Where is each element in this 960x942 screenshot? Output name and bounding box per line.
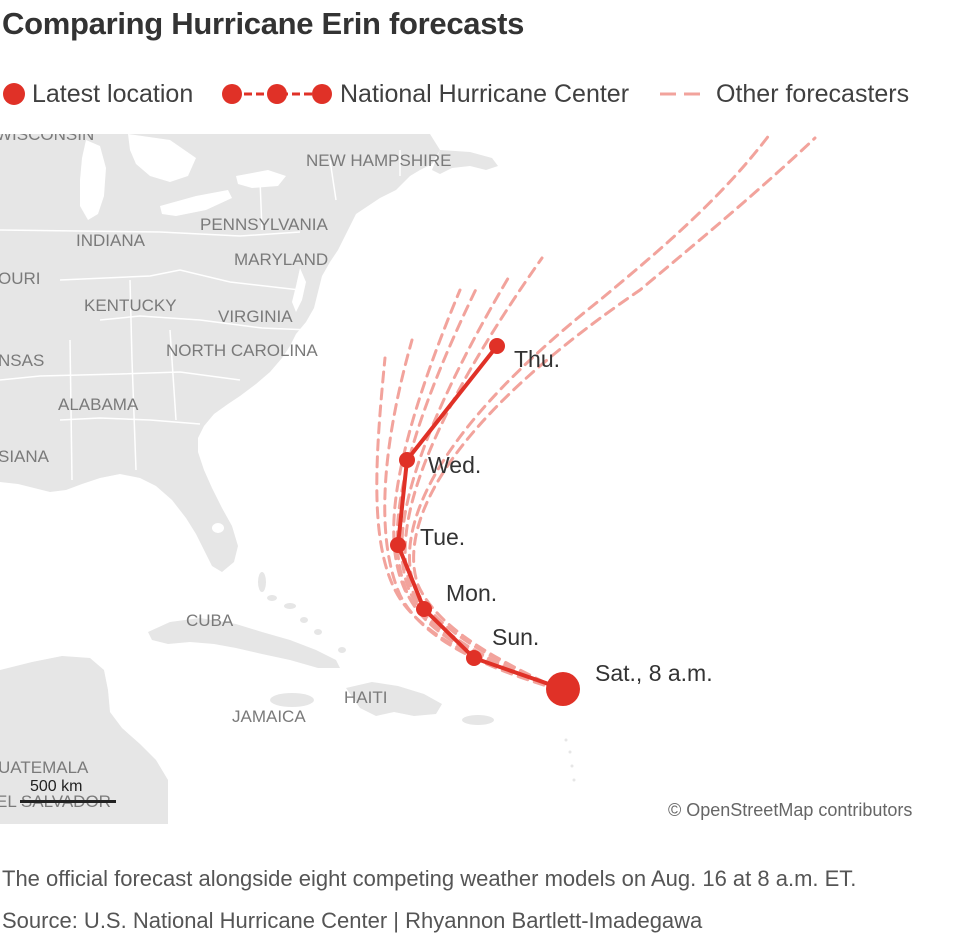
label-kentucky: KENTUCKY	[84, 296, 177, 315]
nhc-point-tue	[390, 537, 406, 553]
scale-bar: 500 km	[18, 774, 118, 804]
nhc-point-mon	[416, 601, 432, 617]
scale-line	[20, 800, 116, 803]
nhc-point-sun	[466, 650, 482, 666]
label-louisiana: SIANA	[0, 447, 50, 466]
scale-label: 500 km	[30, 778, 83, 795]
map[interactable]: WISCONSIN NEW HAMPSHIRE PENNSYLVANIA IND…	[0, 134, 960, 824]
label-arkansas: NSAS	[0, 351, 44, 370]
track-labels: Sat., 8 a.m. Sun. Mon. Tue. Wed. Thu.	[420, 346, 713, 686]
us-landmass	[0, 134, 440, 572]
label-sun: Sun.	[492, 624, 539, 650]
label-alabama: ALABAMA	[58, 395, 139, 414]
lake-huron	[128, 134, 196, 182]
jamaica-landmass	[270, 693, 314, 707]
lesser-antilles	[564, 738, 576, 782]
cuba-landmass	[148, 618, 340, 668]
other-forecasters-dash-icon	[660, 92, 708, 96]
caption: The official forecast alongside eight co…	[2, 866, 857, 891]
borders	[0, 150, 401, 481]
lake-ontario	[236, 170, 286, 188]
model-track-2	[383, 338, 562, 692]
nhc-track-marker-icon	[222, 84, 332, 104]
legend: Latest location National Hurricane Cente…	[0, 76, 960, 112]
hispaniola-landmass	[346, 682, 442, 716]
legend-nhc-label: National Hurricane Center	[340, 79, 630, 108]
label-missouri: OURI	[0, 269, 41, 288]
latest-location-marker	[546, 672, 580, 706]
label-thu: Thu.	[514, 346, 560, 372]
model-track-6	[403, 256, 562, 692]
legend-other-label: Other forecasters	[716, 79, 910, 108]
label-virginia: VIRGINIA	[218, 307, 293, 326]
legend-nhc: National Hurricane Center	[220, 76, 629, 112]
model-track-1	[375, 356, 562, 692]
label-maryland: MARYLAND	[234, 250, 328, 269]
nhc-track	[390, 338, 580, 706]
label-pennsylvania: PENNSYLVANIA	[200, 215, 329, 234]
label-guatemala: UATEMALA	[0, 758, 89, 777]
legend-other: Other forecasters	[660, 76, 909, 112]
model-track-8	[412, 136, 817, 692]
bahamas-islands	[258, 572, 346, 653]
label-mon: Mon.	[446, 580, 497, 606]
map-attribution[interactable]: © OpenStreetMap contributors	[668, 800, 913, 820]
central-america-landmass	[0, 656, 168, 824]
chart-title: Comparing Hurricane Erin forecasts	[2, 6, 525, 41]
label-indiana: INDIANA	[76, 231, 146, 250]
lake-erie	[160, 190, 232, 216]
label-wisconsin: WISCONSIN	[0, 134, 94, 144]
latest-location-marker-icon	[3, 83, 25, 105]
nhc-point-thu	[489, 338, 505, 354]
model-tracks	[375, 134, 817, 692]
legend-latest-label: Latest location	[32, 79, 194, 108]
new-england-coast	[432, 150, 498, 174]
lake-michigan	[80, 140, 106, 220]
nhc-track-line	[396, 344, 564, 691]
source-line: Source: U.S. National Hurricane Center |…	[2, 908, 703, 933]
label-jamaica: JAMAICA	[232, 707, 306, 726]
label-cuba: CUBA	[186, 611, 234, 630]
label-haiti: HAITI	[344, 688, 387, 707]
label-wed: Wed.	[428, 452, 481, 478]
map-canvas[interactable]: WISCONSIN NEW HAMPSHIRE PENNSYLVANIA IND…	[0, 134, 960, 824]
label-tue: Tue.	[420, 524, 465, 550]
label-sat: Sat., 8 a.m.	[595, 660, 713, 686]
legend-latest: Latest location	[2, 76, 193, 112]
puerto-rico-landmass	[462, 715, 494, 725]
place-labels: WISCONSIN NEW HAMPSHIRE PENNSYLVANIA IND…	[0, 134, 451, 811]
nhc-point-wed	[399, 452, 415, 468]
label-north-carolina: NORTH CAROLINA	[166, 341, 318, 360]
label-new-hampshire: NEW HAMPSHIRE	[306, 151, 451, 170]
model-track-7	[407, 134, 772, 692]
lake-okeechobee	[212, 523, 224, 533]
